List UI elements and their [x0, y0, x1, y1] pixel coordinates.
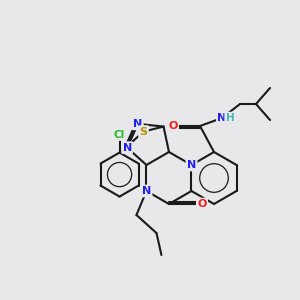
Text: S: S [140, 127, 148, 136]
Text: N: N [142, 186, 151, 196]
Text: N: N [133, 119, 142, 129]
Text: H: H [226, 113, 234, 123]
Text: N: N [187, 160, 196, 170]
Text: N: N [122, 142, 132, 153]
Text: O: O [197, 199, 207, 209]
Text: O: O [168, 121, 178, 131]
Text: N: N [218, 113, 226, 123]
Text: Cl: Cl [114, 130, 125, 140]
